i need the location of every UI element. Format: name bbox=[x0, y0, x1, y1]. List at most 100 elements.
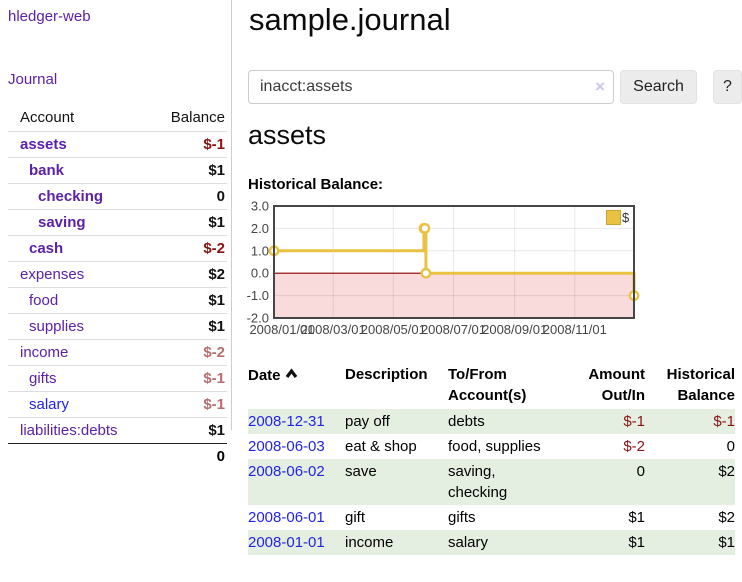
sort-ascending-icon bbox=[285, 364, 298, 385]
accounts-header: Account Balance bbox=[8, 104, 227, 131]
transaction-balance: $2 bbox=[718, 463, 735, 480]
svg-text:2008/07/01: 2008/07/01 bbox=[421, 322, 486, 337]
clear-search-icon[interactable]: × bbox=[595, 77, 605, 96]
account-link[interactable]: assets bbox=[20, 136, 67, 153]
register-header-amount: Amount Out/In bbox=[588, 366, 645, 404]
sidebar-item-journal[interactable]: Journal bbox=[8, 71, 58, 88]
account-row: food $1 bbox=[8, 287, 227, 313]
accounts-list: assets $-1 bank $1 checking 0 saving $1 … bbox=[8, 131, 227, 443]
help-button[interactable]: ? bbox=[713, 70, 742, 104]
accounts-total-value: 0 bbox=[216, 448, 225, 465]
account-row: assets $-1 bbox=[8, 131, 227, 157]
account-balance: $1 bbox=[208, 214, 225, 231]
svg-text:0.0: 0.0 bbox=[251, 266, 269, 281]
register-header-accounts: To/From Account(s) bbox=[448, 366, 527, 404]
transaction-date-link[interactable]: 2008-06-01 bbox=[248, 509, 325, 526]
register-header-balance: Historical Balance bbox=[666, 366, 735, 404]
account-balance: $-1 bbox=[203, 370, 225, 387]
account-link[interactable]: income bbox=[20, 344, 69, 361]
account-balance: $-1 bbox=[203, 136, 225, 153]
account-row: supplies $1 bbox=[8, 313, 227, 339]
svg-text:2.0: 2.0 bbox=[251, 221, 269, 236]
page-title: sample.journal bbox=[249, 2, 451, 37]
register-header-date-label: Date bbox=[248, 367, 281, 384]
transaction-date-link[interactable]: 2008-06-03 bbox=[248, 438, 325, 455]
register-row: 2008-06-03 eat & shop food, supplies $-2… bbox=[248, 434, 735, 459]
account-balance: $1 bbox=[208, 292, 225, 309]
svg-text:-1.0: -1.0 bbox=[247, 288, 269, 303]
svg-text:2008/05/01: 2008/05/01 bbox=[361, 322, 426, 337]
account-link[interactable]: supplies bbox=[29, 318, 85, 335]
account-row: expenses $2 bbox=[8, 261, 227, 287]
account-balance: $1 bbox=[208, 422, 225, 439]
transaction-amount: $-1 bbox=[623, 413, 645, 430]
account-balance: 0 bbox=[216, 188, 225, 205]
account-link[interactable]: expenses bbox=[20, 266, 85, 283]
chart-title: Historical Balance: bbox=[248, 176, 384, 193]
account-link[interactable]: gifts bbox=[29, 370, 57, 387]
transaction-amount: 0 bbox=[636, 463, 645, 480]
account-row: bank $1 bbox=[8, 157, 227, 183]
accounts-header-account: Account bbox=[20, 109, 75, 126]
legend-swatch-icon bbox=[606, 210, 621, 225]
transaction-amount: $1 bbox=[628, 534, 645, 551]
search-input[interactable] bbox=[248, 70, 614, 104]
register-header-row: Date Description To/From Account(s) Amou… bbox=[248, 362, 735, 409]
account-link[interactable]: liabilities:debts bbox=[20, 422, 118, 439]
transaction-description: income bbox=[345, 534, 394, 551]
svg-text:2008/11/01: 2008/11/01 bbox=[543, 322, 607, 337]
register-row: 2008-12-31 pay off debts $-1 $-1 bbox=[248, 409, 735, 434]
transaction-accounts: gifts bbox=[448, 509, 476, 526]
transaction-accounts: saving, checking bbox=[448, 463, 508, 501]
transaction-description: gift bbox=[345, 509, 366, 526]
account-link[interactable]: bank bbox=[29, 162, 65, 179]
register-row: 2008-06-02 save saving, checking 0 $2 bbox=[248, 459, 735, 505]
chart-canvas: 3.0 2.0 1.0 0.0 -1.0 -2.02008/01/012008/03/01… bbox=[247, 199, 640, 337]
account-balance: $1 bbox=[208, 162, 225, 179]
account-link[interactable]: cash bbox=[29, 240, 64, 257]
transaction-description: eat & shop bbox=[345, 438, 417, 455]
account-link[interactable]: salary bbox=[29, 396, 70, 413]
account-balance: $2 bbox=[208, 266, 225, 283]
svg-text:2008/01/01: 2008/01/01 bbox=[249, 322, 314, 337]
search-button[interactable]: Search bbox=[620, 70, 697, 104]
account-row: checking 0 bbox=[8, 183, 227, 209]
transaction-date-link[interactable]: 2008-06-02 bbox=[248, 463, 325, 480]
account-link[interactable]: checking bbox=[38, 188, 104, 205]
register-row: 2008-01-01 income salary $1 $1 bbox=[248, 530, 735, 555]
transaction-description: pay off bbox=[345, 413, 390, 430]
account-balance: $-1 bbox=[203, 396, 225, 413]
search-box: × bbox=[248, 70, 614, 104]
account-balance: $-2 bbox=[203, 344, 225, 361]
register-row: 2008-06-01 gift gifts $1 $2 bbox=[248, 505, 735, 530]
transaction-amount: $1 bbox=[628, 509, 645, 526]
transaction-balance: $2 bbox=[718, 509, 735, 526]
transaction-date-link[interactable]: 2008-01-01 bbox=[248, 534, 325, 551]
svg-text:3.0: 3.0 bbox=[251, 199, 269, 214]
transaction-amount: $-2 bbox=[623, 438, 645, 455]
account-row: liabilities:debts $1 bbox=[8, 417, 227, 443]
accounts-header-balance: Balance bbox=[170, 109, 225, 126]
svg-text:1.0: 1.0 bbox=[251, 243, 269, 258]
app-title-link[interactable]: hledger-web bbox=[8, 8, 91, 25]
search-bar: × Search ? bbox=[248, 70, 742, 104]
transaction-accounts: food, supplies bbox=[448, 438, 541, 455]
register-header-date[interactable]: Date bbox=[248, 362, 345, 409]
legend-label: $ bbox=[622, 210, 630, 225]
transaction-description: save bbox=[345, 463, 377, 480]
svg-text:2008/09/01: 2008/09/01 bbox=[482, 322, 547, 337]
account-row: income $-2 bbox=[8, 339, 227, 365]
account-link[interactable]: saving bbox=[38, 214, 86, 231]
svg-text:-2.0: -2.0 bbox=[247, 311, 269, 326]
transaction-accounts: salary bbox=[448, 534, 489, 551]
account-link[interactable]: food bbox=[29, 292, 59, 309]
sidebar-divider bbox=[231, 0, 232, 430]
transaction-accounts: debts bbox=[448, 413, 485, 430]
svg-text:2008/03/01: 2008/03/01 bbox=[301, 322, 366, 337]
register-header-description: Description bbox=[345, 366, 428, 383]
transaction-date-link[interactable]: 2008-12-31 bbox=[248, 413, 325, 430]
historical-balance-chart: 3.0 2.0 1.0 0.0 -1.0 -2.0 2008/01/01 2008/03/01… bbox=[247, 199, 642, 342]
transaction-balance: 0 bbox=[726, 438, 735, 455]
register-table: Date Description To/From Account(s) Amou… bbox=[248, 362, 735, 555]
transaction-balance: $1 bbox=[718, 534, 735, 551]
